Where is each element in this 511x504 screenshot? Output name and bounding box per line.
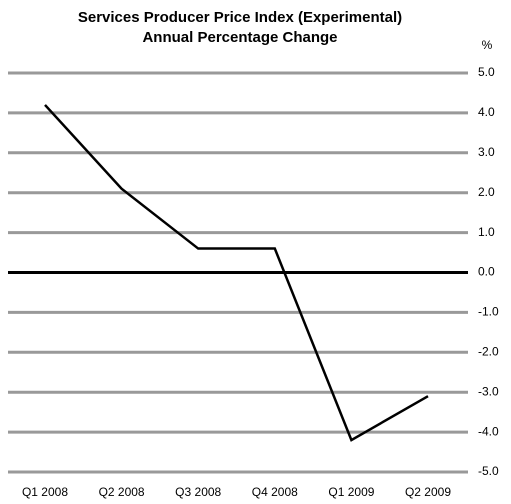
x-tick-label: Q1 2008 [22, 485, 68, 499]
y-tick-label: -2.0 [478, 344, 499, 358]
chart-title: Services Producer Price Index (Experimen… [78, 9, 402, 26]
x-tick-label: Q3 2008 [175, 485, 221, 499]
data-line [44, 104, 429, 442]
chart-subtitle: Annual Percentage Change [142, 29, 337, 46]
y-tick-label: -1.0 [478, 305, 499, 319]
y-tick-label: -4.0 [478, 424, 499, 438]
x-tick-label: Q4 2008 [252, 485, 298, 499]
y-tick-label: -3.0 [478, 384, 499, 398]
x-tick-label: Q2 2008 [99, 485, 145, 499]
y-tick-label: 5.0 [478, 65, 495, 79]
y-tick-label: 2.0 [478, 185, 495, 199]
y-tick-label: 1.0 [478, 225, 495, 239]
y-tick-label: 4.0 [478, 105, 495, 119]
y-tick-label: -5.0 [478, 464, 499, 478]
x-tick-label: Q1 2009 [328, 485, 374, 499]
y-tick-label: 3.0 [478, 145, 495, 159]
y-axis-label: % [482, 38, 493, 52]
x-tick-label: Q2 2009 [405, 485, 451, 499]
y-tick-label: 0.0 [478, 265, 495, 279]
